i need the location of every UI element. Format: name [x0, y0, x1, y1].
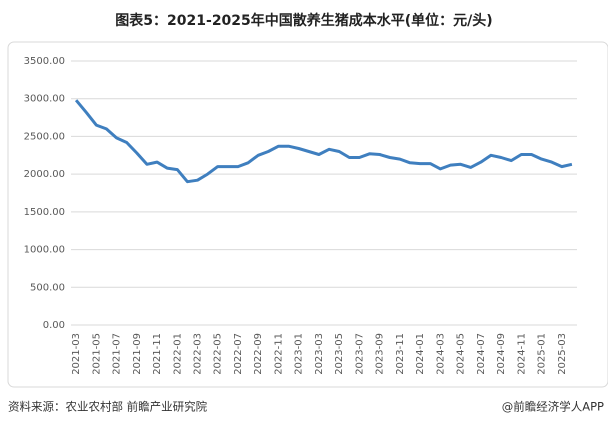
y-tick-label: 2000.00 — [24, 169, 65, 180]
x-tick-label: 2024-03 — [435, 333, 446, 375]
y-tick-label: 2500.00 — [24, 131, 65, 142]
y-tick-label: 0.00 — [43, 320, 65, 331]
x-tick-label: 2022-03 — [193, 333, 204, 375]
x-tick-label: 2022-09 — [253, 333, 264, 375]
x-tick-label: 2021-07 — [112, 333, 123, 375]
source: 资料来源：农业农村部 前瞻产业研究院 — [8, 400, 208, 414]
x-tick-label: 2022-11 — [273, 333, 284, 375]
x-tick-label: 2024-09 — [496, 333, 507, 375]
x-tick-label: 2024-01 — [415, 333, 426, 375]
x-tick-label: 2024-07 — [476, 333, 487, 375]
x-tick-label: 2025-01 — [537, 333, 548, 375]
x-tick-label: 2022-05 — [213, 333, 224, 375]
x-tick-label: 2023-09 — [375, 333, 386, 375]
x-tick-label: 2021-09 — [132, 333, 143, 375]
chart-title: 图表5：2021-2025年中国散养生猪成本水平(单位：元/头) — [115, 12, 492, 29]
y-tick-label: 3000.00 — [24, 94, 65, 105]
y-tick-label: 3500.00 — [24, 56, 65, 67]
y-tick-label: 500.00 — [30, 282, 65, 293]
chart-frame — [7, 41, 608, 388]
x-tick-label: 2023-07 — [354, 333, 365, 375]
x-tick-label: 2025-03 — [557, 333, 568, 375]
x-tick-label: 2023-01 — [294, 333, 305, 375]
x-tick-label: 2021-03 — [71, 333, 82, 375]
y-tick-label: 1500.00 — [24, 207, 65, 218]
x-tick-label: 2021-05 — [91, 333, 102, 375]
x-tick-label: 2021-11 — [152, 333, 163, 375]
x-tick-label: 2023-05 — [334, 333, 345, 375]
x-tick-label: 2024-11 — [516, 333, 527, 375]
x-tick-label: 2023-03 — [314, 333, 325, 375]
line — [74, 99, 573, 184]
credit: @前瞻经济学人APP — [502, 400, 604, 414]
y-tick-label: 1000.00 — [24, 245, 65, 256]
x-tick-label: 2024-05 — [456, 333, 467, 375]
x-tick-label: 2022-07 — [233, 333, 244, 375]
x-tick-label: 2023-11 — [395, 333, 406, 375]
x-tick-label: 2022-01 — [172, 333, 183, 375]
